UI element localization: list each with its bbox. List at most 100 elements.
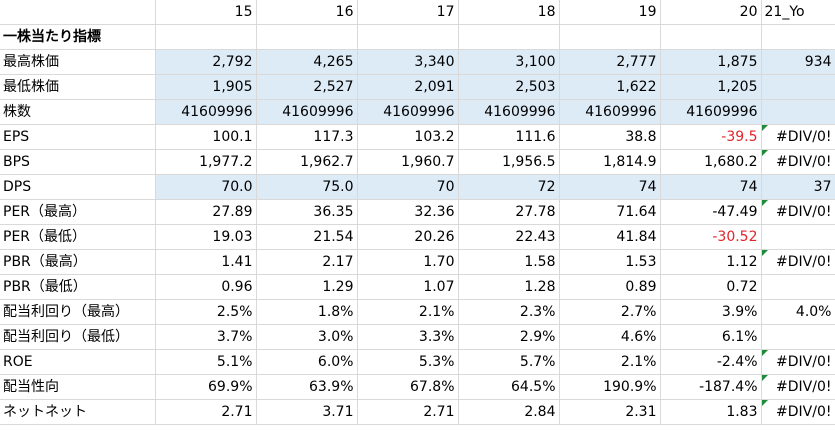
- value-cell[interactable]: 3,100: [458, 49, 560, 75]
- value-cell[interactable]: #DIV/0!: [761, 124, 835, 150]
- value-cell[interactable]: 41609996: [559, 99, 661, 125]
- value-cell[interactable]: 74: [660, 174, 762, 200]
- value-cell[interactable]: 1,960.7: [357, 149, 459, 175]
- value-cell[interactable]: 2,527: [256, 74, 358, 100]
- year-header-cell[interactable]: 15: [155, 0, 257, 25]
- value-cell[interactable]: 5.7%: [458, 349, 560, 375]
- value-cell[interactable]: #DIV/0!: [761, 149, 835, 175]
- value-cell[interactable]: 20.26: [357, 224, 459, 250]
- value-cell[interactable]: 2,777: [559, 49, 661, 75]
- year-header-cell[interactable]: 17: [357, 0, 459, 25]
- year-header-cell[interactable]: 19: [559, 0, 661, 25]
- value-cell[interactable]: #DIV/0!: [761, 199, 835, 225]
- row-label-cell[interactable]: PBR（最低）: [0, 274, 156, 300]
- row-label-cell[interactable]: EPS: [0, 124, 156, 150]
- year-header-cell[interactable]: 16: [256, 0, 358, 25]
- year-header-cell[interactable]: 18: [458, 0, 560, 25]
- value-cell[interactable]: 2.9%: [458, 324, 560, 350]
- value-cell[interactable]: [761, 324, 835, 350]
- value-cell[interactable]: -187.4%: [660, 374, 762, 400]
- value-cell[interactable]: [357, 24, 459, 50]
- value-cell[interactable]: [761, 224, 835, 250]
- row-label-cell[interactable]: BPS: [0, 149, 156, 175]
- value-cell[interactable]: 1.83: [660, 399, 762, 425]
- value-cell[interactable]: 1,956.5: [458, 149, 560, 175]
- value-cell[interactable]: 1,962.7: [256, 149, 358, 175]
- row-label-cell[interactable]: PER（最低）: [0, 224, 156, 250]
- value-cell[interactable]: 27.89: [155, 199, 257, 225]
- value-cell[interactable]: 1,905: [155, 74, 257, 100]
- value-cell[interactable]: 27.78: [458, 199, 560, 225]
- value-cell[interactable]: 70.0: [155, 174, 257, 200]
- value-cell[interactable]: [660, 24, 762, 50]
- value-cell[interactable]: 2.1%: [357, 299, 459, 325]
- value-cell[interactable]: 22.43: [458, 224, 560, 250]
- value-cell[interactable]: 3.9%: [660, 299, 762, 325]
- value-cell[interactable]: 2,792: [155, 49, 257, 75]
- value-cell[interactable]: 4.6%: [559, 324, 661, 350]
- value-cell[interactable]: #DIV/0!: [761, 374, 835, 400]
- row-label-cell[interactable]: ネットネット: [0, 399, 156, 425]
- value-cell[interactable]: 67.8%: [357, 374, 459, 400]
- value-cell[interactable]: 2.71: [357, 399, 459, 425]
- value-cell[interactable]: 0.72: [660, 274, 762, 300]
- row-label-cell[interactable]: 配当利回り（最低）: [0, 324, 156, 350]
- value-cell[interactable]: 64.5%: [458, 374, 560, 400]
- value-cell[interactable]: [761, 74, 835, 100]
- value-cell[interactable]: 6.0%: [256, 349, 358, 375]
- value-cell[interactable]: 3.7%: [155, 324, 257, 350]
- value-cell[interactable]: 0.96: [155, 274, 257, 300]
- value-cell[interactable]: [155, 24, 257, 50]
- value-cell[interactable]: 1,977.2: [155, 149, 257, 175]
- value-cell[interactable]: 0.89: [559, 274, 661, 300]
- value-cell[interactable]: 1.28: [458, 274, 560, 300]
- value-cell[interactable]: 934: [761, 49, 835, 75]
- value-cell[interactable]: 2.71: [155, 399, 257, 425]
- value-cell[interactable]: 41609996: [660, 99, 762, 125]
- value-cell[interactable]: 3.3%: [357, 324, 459, 350]
- value-cell[interactable]: 2.7%: [559, 299, 661, 325]
- value-cell[interactable]: 2,091: [357, 74, 459, 100]
- row-label-cell[interactable]: 配当利回り（最高）: [0, 299, 156, 325]
- value-cell[interactable]: [761, 274, 835, 300]
- value-cell[interactable]: #DIV/0!: [761, 399, 835, 425]
- value-cell[interactable]: 3.0%: [256, 324, 358, 350]
- value-cell[interactable]: -30.52: [660, 224, 762, 250]
- value-cell[interactable]: 1,814.9: [559, 149, 661, 175]
- value-cell[interactable]: 19.03: [155, 224, 257, 250]
- row-label-cell[interactable]: 株数: [0, 99, 156, 125]
- value-cell[interactable]: 2.5%: [155, 299, 257, 325]
- row-label-cell[interactable]: DPS: [0, 174, 156, 200]
- value-cell[interactable]: 41609996: [458, 99, 560, 125]
- value-cell[interactable]: 117.3: [256, 124, 358, 150]
- value-cell[interactable]: 72: [458, 174, 560, 200]
- value-cell[interactable]: #DIV/0!: [761, 349, 835, 375]
- value-cell[interactable]: 1.70: [357, 249, 459, 275]
- row-label-cell[interactable]: 配当性向: [0, 374, 156, 400]
- value-cell[interactable]: 75.0: [256, 174, 358, 200]
- value-cell[interactable]: 2.3%: [458, 299, 560, 325]
- value-cell[interactable]: 1.41: [155, 249, 257, 275]
- value-cell[interactable]: 2.31: [559, 399, 661, 425]
- value-cell[interactable]: 5.3%: [357, 349, 459, 375]
- value-cell[interactable]: 1.53: [559, 249, 661, 275]
- value-cell[interactable]: #DIV/0!: [761, 249, 835, 275]
- row-label-cell[interactable]: 最高株価: [0, 49, 156, 75]
- value-cell[interactable]: 1.29: [256, 274, 358, 300]
- value-cell[interactable]: 1,875: [660, 49, 762, 75]
- value-cell[interactable]: 2.1%: [559, 349, 661, 375]
- value-cell[interactable]: 38.8: [559, 124, 661, 150]
- value-cell[interactable]: -47.49: [660, 199, 762, 225]
- value-cell[interactable]: 4.0%: [761, 299, 835, 325]
- row-label-cell[interactable]: ROE: [0, 349, 156, 375]
- value-cell[interactable]: 3,340: [357, 49, 459, 75]
- value-cell[interactable]: 71.64: [559, 199, 661, 225]
- year-header-cell[interactable]: 21_Yo: [761, 0, 835, 25]
- year-header-cell[interactable]: 20: [660, 0, 762, 25]
- row-label-cell[interactable]: 最低株価: [0, 74, 156, 100]
- value-cell[interactable]: 1,622: [559, 74, 661, 100]
- section-title-cell[interactable]: 一株当たり指標: [0, 24, 156, 50]
- value-cell[interactable]: 70: [357, 174, 459, 200]
- value-cell[interactable]: 41.84: [559, 224, 661, 250]
- value-cell[interactable]: 21.54: [256, 224, 358, 250]
